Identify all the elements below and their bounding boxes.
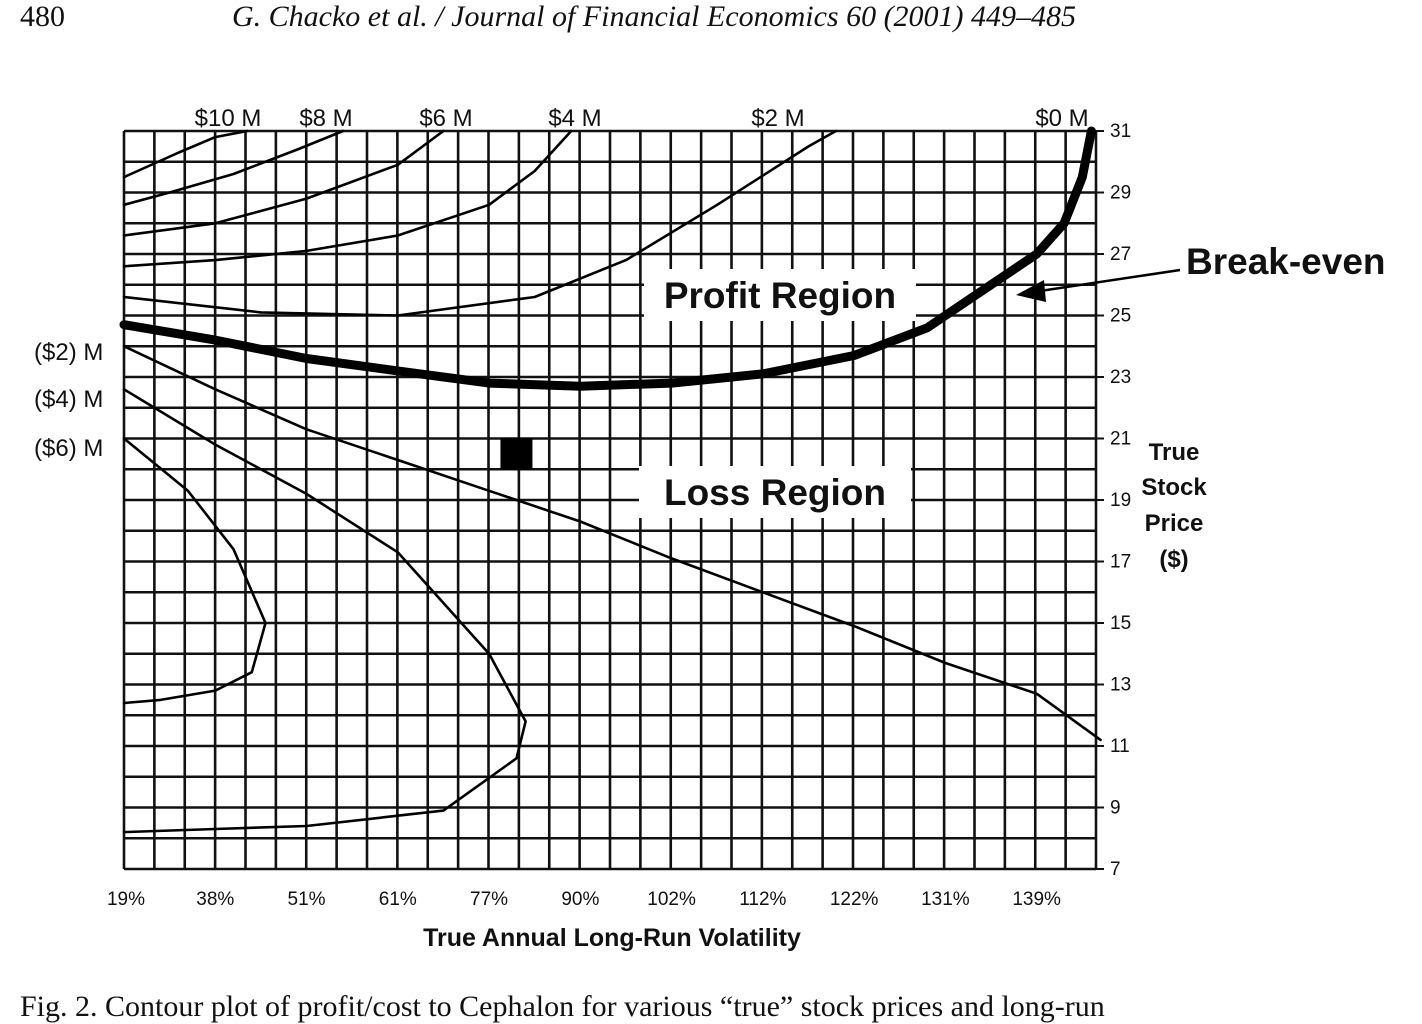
x-tick-label: 122%	[830, 889, 879, 910]
y-tick-label: 29	[1110, 183, 1131, 204]
y-tick-label: 9	[1110, 798, 1121, 819]
contour-line	[122, 129, 345, 207]
contour-line	[122, 437, 267, 705]
contour-label-top: $10 M	[195, 105, 262, 132]
region-label: Profit Region	[664, 275, 896, 316]
contour-label-left: ($2) M	[34, 339, 103, 366]
contour-line	[122, 129, 573, 268]
x-axis-label: True Annual Long-Run Volatility	[423, 924, 801, 952]
region-label-box	[644, 269, 916, 321]
y-tick-label: 25	[1110, 306, 1131, 327]
y-tick-label: 15	[1110, 613, 1131, 634]
x-tick-label: 61%	[379, 889, 417, 910]
contour-label-top: $6 M	[419, 105, 472, 132]
y-tick-label: 13	[1110, 675, 1131, 696]
page-number: 480	[20, 0, 65, 33]
y-tick-label: 23	[1110, 367, 1131, 388]
y-tick-label: 11	[1110, 736, 1130, 757]
x-tick-label: 51%	[288, 889, 326, 910]
y-axis-label: True	[1149, 439, 1200, 466]
y-tick-label: 27	[1110, 244, 1131, 265]
x-tick-label: 77%	[470, 889, 508, 910]
figure-caption: Fig. 2. Contour plot of profit/cost to C…	[20, 990, 1105, 1023]
contour-label-left: ($4) M	[34, 386, 103, 413]
y-tick-label: 17	[1110, 552, 1131, 573]
break-even-arrowhead	[1016, 280, 1046, 302]
contour-label-top: $0 M	[1035, 105, 1088, 132]
x-tick-label: 38%	[196, 889, 234, 910]
contour-label-left: ($6) M	[34, 435, 103, 462]
running-head: G. Chacko et al. / Journal of Financial …	[232, 0, 1077, 33]
contour-lines	[119, 126, 1102, 834]
x-tick-label: 102%	[647, 889, 696, 910]
contour-label-top: $8 M	[299, 105, 352, 132]
break-even-contour	[119, 126, 1096, 391]
contour-line	[122, 129, 838, 317]
grid	[122, 129, 1098, 871]
region-label: Loss Region	[664, 472, 886, 513]
y-tick-label: 19	[1110, 490, 1131, 511]
y-tick-label: 7	[1110, 859, 1121, 880]
x-tick-label: 19%	[107, 889, 145, 910]
contour-label-top: $2 M	[751, 105, 804, 132]
y-axis-label: Price	[1145, 510, 1204, 537]
contour-line	[122, 345, 1102, 742]
chart-labels: Profit Region Loss Region $10 M $8 M $6 M $4 …	[34, 105, 1386, 952]
contour-label-top: $4 M	[548, 105, 601, 132]
y-tick-label: 31	[1110, 121, 1131, 142]
y-tick-label: 21	[1110, 429, 1131, 450]
contour-line	[122, 129, 249, 179]
y-axis-label: Stock	[1141, 474, 1207, 501]
contour-line	[122, 129, 445, 237]
y-axis-label: ($)	[1159, 546, 1188, 573]
region-label-box	[639, 466, 911, 518]
x-tick-label: 131%	[921, 889, 970, 910]
marker-square	[500, 437, 533, 470]
x-tick-label: 90%	[561, 889, 599, 910]
contour-line	[122, 388, 527, 834]
break-even-arrow-line	[1039, 268, 1181, 293]
page-header: 480 G. Chacko et al. / Journal of Financ…	[0, 0, 1422, 44]
break-even-annotation: Break-even	[1186, 241, 1386, 282]
x-tick-label: 112%	[739, 889, 786, 910]
x-tick-label: 139%	[1012, 889, 1061, 910]
